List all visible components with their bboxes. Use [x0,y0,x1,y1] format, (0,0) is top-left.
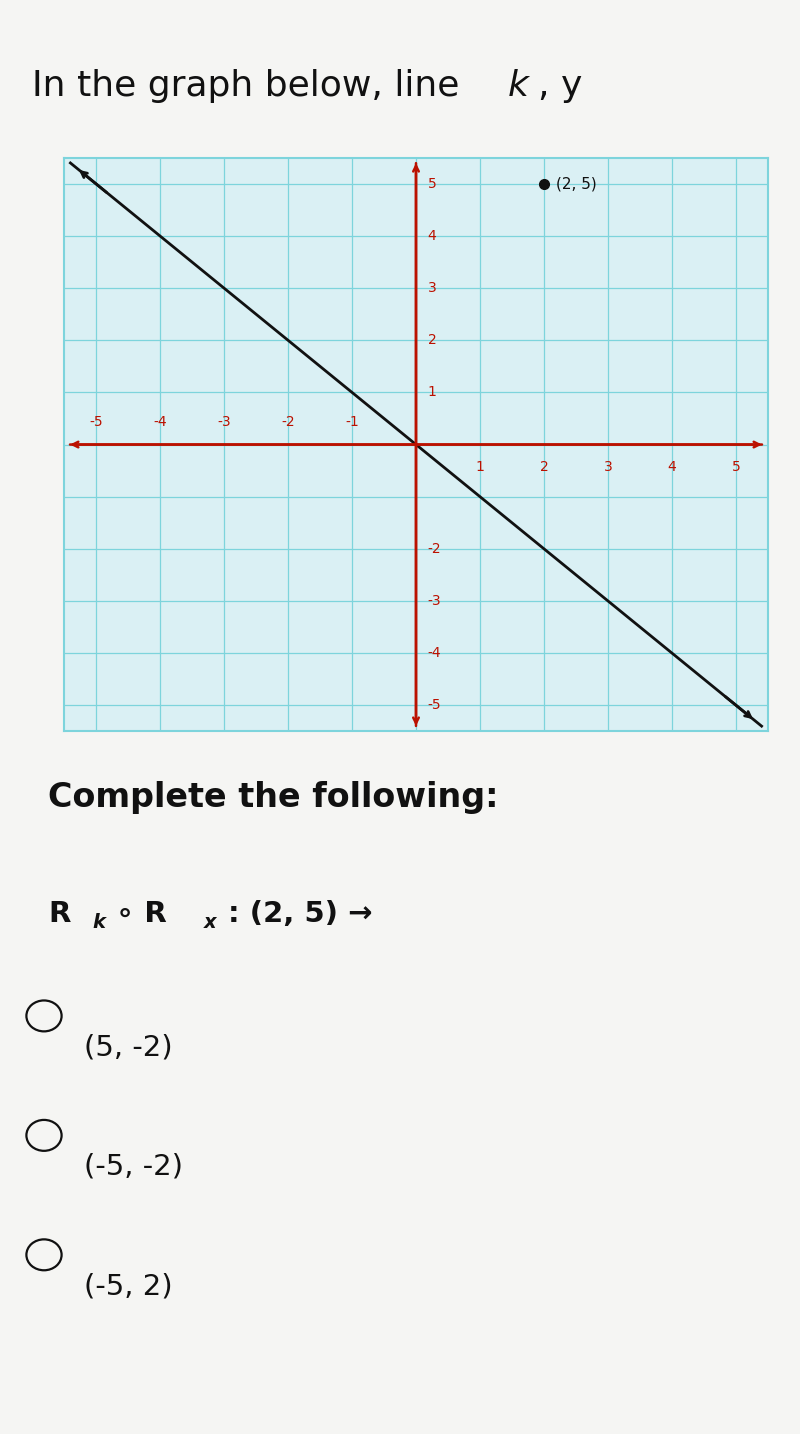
Text: : (2, 5) →: : (2, 5) → [228,901,373,928]
Text: (-5, 2): (-5, 2) [84,1272,173,1301]
Text: -3: -3 [217,414,231,429]
Text: 5: 5 [732,460,740,475]
Text: k: k [92,912,105,932]
Text: Complete the following:: Complete the following: [48,780,498,813]
Text: k: k [508,69,529,103]
Text: 2: 2 [427,333,436,347]
Text: R: R [48,901,70,928]
Text: 2: 2 [540,460,548,475]
Text: (2, 5): (2, 5) [555,176,596,191]
Text: In the graph below, line: In the graph below, line [32,69,471,103]
Text: -4: -4 [427,647,441,660]
Text: -5: -5 [89,414,103,429]
Text: -3: -3 [427,594,441,608]
Text: 3: 3 [427,281,436,295]
Text: -4: -4 [153,414,167,429]
Text: 5: 5 [427,176,436,191]
Text: 1: 1 [427,386,436,400]
Text: -1: -1 [345,414,359,429]
Text: 4: 4 [668,460,676,475]
Text: 1: 1 [475,460,485,475]
Text: , y: , y [538,69,582,103]
Text: x: x [204,912,217,932]
Text: 4: 4 [427,229,436,242]
Text: (5, -2): (5, -2) [84,1034,173,1061]
Text: 3: 3 [604,460,612,475]
Text: -2: -2 [427,542,441,556]
Text: ∘ R: ∘ R [116,901,166,928]
Text: -5: -5 [427,698,441,713]
Text: (-5, -2): (-5, -2) [84,1153,183,1182]
Text: -2: -2 [281,414,295,429]
